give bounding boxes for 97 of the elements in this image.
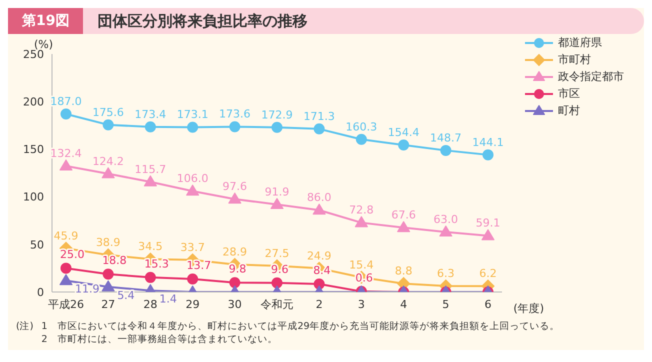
data-label: 173.1 [176, 108, 208, 122]
point [144, 272, 156, 283]
chart-title: 団体区分別将来負担比率の推移 [97, 12, 308, 30]
data-label: 171.3 [303, 110, 335, 123]
data-label: 6.2 [479, 267, 497, 280]
x-tick-label: 28 [143, 298, 158, 311]
data-label: 6.3 [437, 267, 455, 280]
x-tick-label: 平成26 [48, 298, 84, 311]
x-tick-label: 4 [400, 298, 408, 311]
x-tick-label: 令和元 [260, 298, 294, 311]
x-tick-label: 30 [228, 298, 242, 311]
x-tick-label: 2 [316, 298, 323, 311]
point [102, 167, 115, 178]
point [439, 226, 452, 237]
data-label: 187.0 [50, 94, 82, 108]
x-tick-label: 5 [442, 298, 450, 311]
data-label: 15.3 [144, 257, 169, 270]
data-label: 86.0 [306, 191, 332, 204]
point [314, 123, 325, 134]
x-tick-label: 27 [101, 298, 116, 311]
data-label: 63.0 [434, 213, 458, 226]
data-label: 124.2 [92, 154, 124, 168]
data-label: 8.8 [394, 264, 412, 278]
x-tick-label: 6 [484, 298, 492, 311]
data-label: 1.4 [159, 292, 177, 306]
data-label: 45.9 [54, 229, 78, 242]
data-label: 115.7 [134, 162, 166, 176]
data-label: 106.0 [176, 172, 208, 186]
data-label: 97.6 [222, 180, 248, 194]
data-label: 38.9 [96, 236, 120, 249]
data-label: 33.7 [180, 240, 205, 254]
point [312, 204, 326, 215]
point [356, 134, 367, 145]
data-label: 5.4 [117, 288, 135, 302]
data-label: 175.6 [92, 106, 124, 119]
data-label: 67.6 [391, 208, 416, 222]
data-label: 28.9 [222, 245, 248, 258]
data-label: 148.7 [430, 131, 462, 144]
legend-label: 市町村 [558, 52, 591, 67]
x-tick-label: 3 [358, 298, 365, 311]
point [187, 122, 198, 133]
point [354, 216, 368, 228]
x-axis-title: (年度) [513, 302, 544, 315]
data-label: 172.9 [261, 108, 293, 122]
point [102, 268, 114, 280]
point [102, 280, 115, 292]
data-label: 72.8 [349, 204, 374, 217]
point [228, 192, 242, 204]
text: (注) [16, 320, 34, 334]
data-label: 18.8 [102, 254, 127, 268]
point [144, 175, 157, 186]
data-label: 154.4 [388, 126, 420, 140]
point [186, 184, 200, 196]
text: 2 市町村には、一部事務組合等は含まれていない。 [41, 333, 278, 346]
point [102, 119, 114, 130]
legend-label: 都道府県 [558, 35, 602, 50]
legend-label: 町村 [558, 103, 580, 118]
text: 1 市区においては令和４年度から、町村においては平成29年度から充当可能財源等が将来負担額を上回っている。 [41, 320, 560, 333]
point [144, 121, 156, 132]
point [60, 108, 72, 120]
point [270, 198, 284, 210]
data-label: 13.7 [186, 258, 212, 272]
point [272, 122, 282, 133]
y-tick-label: 200 [23, 96, 44, 109]
point [60, 159, 72, 170]
point [60, 262, 72, 274]
data-label: 9.8 [228, 262, 246, 276]
point [397, 221, 410, 232]
y-tick-label: 100 [23, 190, 44, 204]
legend-label: 市区 [558, 86, 580, 101]
x-tick-label: 29 [186, 298, 200, 311]
data-label: 11.9 [75, 282, 100, 296]
text: 第19図 [8, 8, 84, 34]
data-label: 59.1 [476, 216, 500, 230]
data-label: 144.1 [472, 136, 504, 149]
data-label: 15.4 [349, 258, 374, 272]
data-label: 24.9 [306, 249, 332, 262]
data-label: 27.5 [264, 246, 290, 260]
point [187, 273, 198, 284]
legend-label: 政令指定都市 [558, 69, 624, 84]
point [272, 277, 282, 288]
point [482, 229, 494, 240]
y-tick-label: 50 [30, 238, 44, 252]
data-label: 25.0 [60, 248, 84, 262]
point [60, 274, 72, 286]
data-label: 91.9 [264, 186, 290, 199]
point [229, 121, 240, 132]
data-label: 34.5 [138, 240, 163, 254]
data-label: 173.6 [219, 108, 251, 121]
data-label: 160.3 [346, 120, 378, 134]
point [482, 149, 494, 160]
y-tick-label: 150 [23, 143, 44, 156]
point [229, 277, 240, 288]
point [440, 144, 452, 156]
data-label: 173.4 [134, 108, 166, 121]
y-tick-label: 0 [37, 286, 44, 299]
point [398, 140, 410, 151]
